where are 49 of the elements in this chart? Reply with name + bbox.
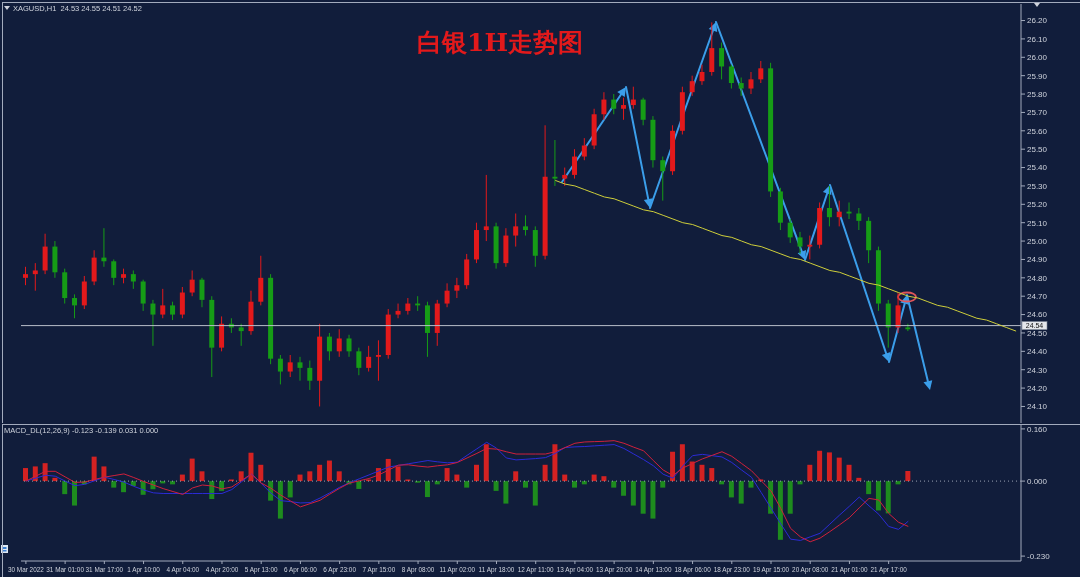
x-tick-label: 6 Apr 06:00 [284,564,317,575]
x-tick-label: 4 Apr 04:00 [166,564,200,575]
y-tick-label: 24.60 [1027,310,1048,320]
text: 白银1H走势图 [417,28,584,57]
x-tick-label: 11 Apr 02:00 [439,564,476,575]
y-tick-label: 24.20 [1027,383,1048,393]
x-tick-label: 21 Apr 17:00 [870,564,907,575]
y-tick-label: 25.40 [1027,163,1048,173]
y-tick-label: 25.60 [1027,126,1048,136]
y-tick-label: 24.10 [1027,402,1048,412]
y-tick-label: 25.30 [1027,181,1048,191]
x-tick-label: 19 Apr 15:00 [752,564,790,575]
x-tick-label: 20 Apr 08:00 [792,564,829,575]
y-tick-label: 25.80 [1027,89,1048,99]
y-tick-label: 24.40 [1027,347,1048,357]
x-tick-label: 6 Apr 23:00 [323,564,356,575]
x-tick-label: 13 Apr 04:00 [556,564,594,575]
y-tick-label: 25.00 [1027,236,1048,246]
y-tick-label: 24.30 [1027,365,1048,375]
x-tick-label: 31 Mar 01:00 [46,564,84,575]
x-tick-label: 1 Apr 10:00 [127,564,160,575]
x-tick-label: 30 Mar 2022 [7,564,44,575]
x-tick-label: 14 Apr 13:00 [635,564,672,575]
y-tick-label: 24.90 [1027,255,1048,265]
x-tick-label: 18 Apr 06:00 [674,564,711,575]
y-tick-label: -0.230 [1027,551,1051,561]
x-tick-label: 12 Apr 11:00 [517,564,554,575]
x-tick-label: 13 Apr 20:00 [596,564,633,575]
y-tick-label: 24.80 [1027,273,1048,283]
x-tick-label: 8 Apr 08:00 [401,564,435,575]
y-tick-label: 26.20 [1027,16,1048,26]
y-tick-label: 24.50 [1027,328,1048,338]
y-tick-label: 25.10 [1027,218,1048,228]
y-tick-label: 26.10 [1027,34,1048,44]
x-tick-label: 18 Apr 23:00 [713,564,750,575]
y-tick-label: 26.00 [1027,53,1048,63]
y-tick-label: 0.000 [1027,476,1048,486]
x-tick-label: 11 Apr 18:00 [478,564,515,575]
y-tick-label: 24.70 [1027,292,1048,302]
y-tick-label: 25.20 [1027,200,1048,210]
y-tick-label: 25.70 [1027,108,1048,118]
x-tick-label: 21 Apr 01:00 [831,564,868,575]
y-tick-label: 25.90 [1027,71,1048,81]
y-tick-label: 25.50 [1027,145,1048,155]
y-tick-label: 0.160 [1027,424,1048,434]
x-tick-label: 4 Apr 20:00 [205,564,239,575]
x-tick-label: 5 Apr 13:00 [244,564,278,575]
x-tick-label: 7 Apr 15:00 [362,564,396,575]
x-tick-label: 31 Mar 17:00 [85,564,124,575]
